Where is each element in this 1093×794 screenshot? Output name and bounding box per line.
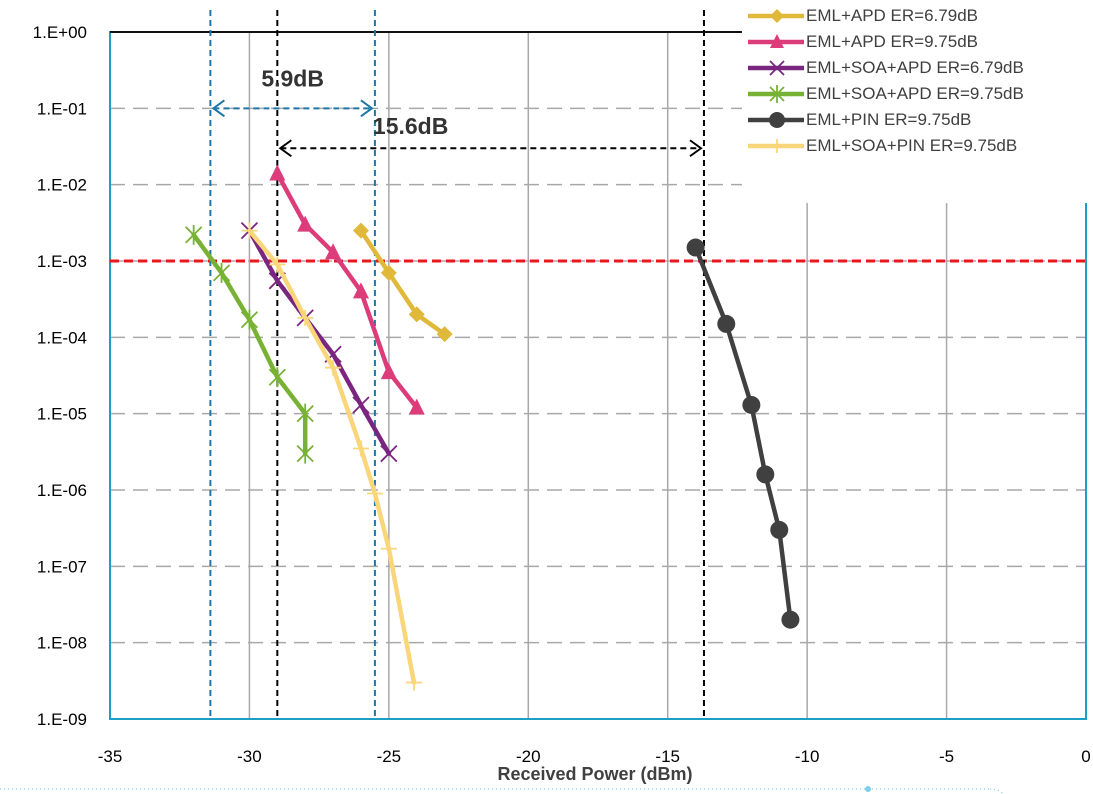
diamond-marker xyxy=(436,326,453,343)
x-tick-label: -25 xyxy=(377,747,402,766)
triangle-marker xyxy=(770,34,784,48)
y-tick-label: 1.E-03 xyxy=(37,252,87,271)
arrow-head-right xyxy=(689,139,703,158)
legend-swatch xyxy=(748,9,804,23)
legend: EML+APD ER=6.79dB EML+APD ER=9.75dB EML+SO… xyxy=(742,0,1093,203)
circle-marker xyxy=(717,314,736,333)
x-tick-label: -15 xyxy=(655,747,680,766)
x-marker xyxy=(380,444,398,463)
arrow-head-right xyxy=(360,99,374,118)
star-marker xyxy=(185,224,203,245)
circle-marker xyxy=(756,465,775,484)
x-tick-label: -30 xyxy=(237,747,262,766)
star-marker xyxy=(296,443,314,464)
triangle-marker xyxy=(408,398,425,415)
plus-marker xyxy=(380,540,397,557)
series-line xyxy=(693,245,793,622)
legend-swatch xyxy=(748,34,804,48)
series-line xyxy=(275,171,419,410)
arrow-head-left xyxy=(211,99,225,118)
series-line xyxy=(247,228,392,456)
series-2 xyxy=(269,164,425,415)
triangle-marker xyxy=(380,363,397,380)
diamond-marker xyxy=(408,306,425,323)
plus-marker xyxy=(297,309,314,326)
legend-swatch xyxy=(748,139,804,153)
plus-marker xyxy=(366,485,383,502)
circle-marker xyxy=(781,610,800,629)
x-marker xyxy=(352,396,370,414)
star-marker xyxy=(296,403,314,424)
x-axis-label: Received Power (dBm) xyxy=(497,764,693,784)
arrow-head-left xyxy=(278,139,292,158)
circle-marker xyxy=(686,238,705,257)
series-5 xyxy=(686,238,800,629)
x-tick-label: -5 xyxy=(939,747,954,766)
y-tick-label: 1.E-08 xyxy=(37,634,87,653)
x-tick-label: -10 xyxy=(795,747,820,766)
legend-label: EML+SOA+APD ER=6.79dB xyxy=(806,58,1024,77)
plus-marker xyxy=(352,440,369,457)
legend-label: EML+APD ER=6.79dB xyxy=(806,6,978,25)
diamond-marker xyxy=(770,9,784,23)
plus-marker xyxy=(241,222,258,239)
legend-item: EML+SOA+APD ER=6.79dB xyxy=(742,55,1093,81)
legend-item: EML+SOA+PIN ER=9.75dB xyxy=(742,133,1093,159)
legend-swatch xyxy=(748,112,804,128)
legend-item: EML+SOA+APD ER=9.75dB xyxy=(742,81,1093,107)
y-tick-label: 1.E-01 xyxy=(37,99,87,118)
legend-swatch xyxy=(748,85,804,103)
annotation-label: 15.6dB xyxy=(373,113,448,139)
legend-label: EML+APD ER=9.75dB xyxy=(806,32,978,51)
x-tick-label: -35 xyxy=(98,747,123,766)
triangle-marker xyxy=(352,282,369,299)
x-axis-ticks: -35 -30 -25 -20 -15 -10 -5 0 xyxy=(98,747,1091,766)
series-1 xyxy=(352,222,453,343)
y-tick-label: 1.E-06 xyxy=(37,481,87,500)
legend-swatch xyxy=(748,60,804,76)
series-4 xyxy=(185,224,314,464)
y-tick-label: 1.E-04 xyxy=(37,328,87,347)
x-marker xyxy=(769,60,785,76)
data-series xyxy=(185,164,800,691)
diamond-marker xyxy=(352,222,369,239)
y-tick-label: 1.E+00 xyxy=(33,23,87,42)
diamond-marker xyxy=(380,264,397,281)
y-tick-label: 1.E-02 xyxy=(37,176,87,195)
circle-marker xyxy=(769,112,785,128)
series-6 xyxy=(241,222,422,691)
plus-marker xyxy=(770,139,784,153)
plus-marker xyxy=(405,674,422,691)
triangle-marker xyxy=(325,243,342,260)
star-marker xyxy=(769,85,785,103)
y-tick-label: 1.E-07 xyxy=(37,557,87,576)
legend-label: EML+PIN ER=9.75dB xyxy=(806,110,972,129)
series-line xyxy=(358,228,447,337)
legend-label: EML+SOA+PIN ER=9.75dB xyxy=(806,136,1018,155)
x-tick-label: -20 xyxy=(516,747,541,766)
y-tick-label: 1.E-05 xyxy=(37,405,87,424)
annotation-label: 5.9dB xyxy=(261,65,324,91)
legend-item: EML+APD ER=6.79dB xyxy=(742,3,1093,29)
x-tick-label: 0 xyxy=(1081,747,1090,766)
star-marker xyxy=(212,262,231,283)
circle-marker xyxy=(770,520,789,539)
triangle-marker xyxy=(297,215,314,232)
circle-marker xyxy=(742,395,761,414)
plus-marker xyxy=(325,359,342,376)
legend-item: EML+PIN ER=9.75dB xyxy=(742,107,1093,133)
annotations: 5.9dB 15.6dB xyxy=(211,65,703,158)
plus-marker xyxy=(269,256,286,273)
legend-item: EML+APD ER=9.75dB xyxy=(742,29,1093,55)
bottom-dotted-divider xyxy=(0,786,1004,794)
triangle-marker xyxy=(269,164,286,181)
series-line xyxy=(247,228,417,685)
star-marker xyxy=(240,309,259,330)
legend-label: EML+SOA+APD ER=9.75dB xyxy=(806,84,1024,103)
y-tick-label: 1.E-09 xyxy=(37,710,87,729)
y-axis-ticks: 1.E+00 1.E-01 1.E-02 1.E-03 1.E-04 1.E-05 1.E-… xyxy=(33,23,87,729)
star-marker xyxy=(268,367,286,388)
